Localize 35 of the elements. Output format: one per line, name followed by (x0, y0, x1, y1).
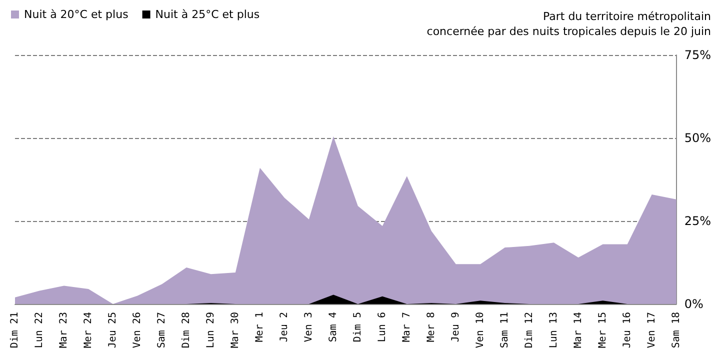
x-tick-label: Mer 15 (597, 312, 608, 348)
x-tick-label: Lun 29 (205, 312, 216, 348)
x-tick-label: Ven 10 (474, 312, 486, 348)
x-tick-label: Dim 21 (10, 312, 20, 348)
x-tick-label: Sam 11 (499, 312, 510, 348)
x-tick-label: Mer 24 (82, 312, 94, 348)
chart-title: Part du territoire métropolitain concernée par des nuits tropicales depuis le 20 juin (426, 10, 712, 38)
x-tick-label: Lun 13 (548, 312, 560, 348)
x-tick-label: Jeu 25 (107, 312, 118, 348)
x-tick-label: Jeu 9 (450, 312, 462, 342)
x-tick-label: Ven 26 (132, 312, 143, 348)
x-tick-label: Jeu 2 (278, 312, 290, 342)
y-tick-label: 0% (684, 297, 704, 311)
x-tick-label: Mar 7 (401, 312, 412, 342)
x-tick-label: Dim 5 (352, 312, 364, 342)
x-tick-label: Lun 22 (34, 312, 45, 348)
x-tick-label: Lun 6 (376, 312, 388, 342)
x-tick-label: Dim 12 (524, 312, 535, 348)
x-tick-label: Mar 14 (572, 312, 584, 348)
x-tick-label: Mar 23 (58, 312, 70, 348)
x-tick-label: Mer 8 (426, 312, 437, 342)
x-tick-label: Ven 17 (646, 312, 658, 348)
x-tick-label: Sam 4 (328, 312, 339, 342)
x-tick-label: Dim 28 (180, 312, 192, 348)
x-tick-label: Sam 18 (670, 312, 682, 348)
legend-label: Nuit à 20°C et plus (24, 8, 129, 21)
x-tick-label: Ven 3 (303, 312, 314, 342)
y-tick-label: 25% (684, 214, 711, 228)
x-tick-label: Mar 30 (230, 312, 241, 348)
x-tick-label: Mer 1 (254, 312, 266, 342)
legend-label: Nuit à 25°C et plus (155, 8, 260, 21)
x-tick-label: Jeu 16 (622, 312, 633, 348)
x-tick-label: Sam 27 (156, 312, 168, 348)
y-tick-label: 50% (684, 131, 711, 145)
y-tick-label: 75% (684, 48, 711, 62)
